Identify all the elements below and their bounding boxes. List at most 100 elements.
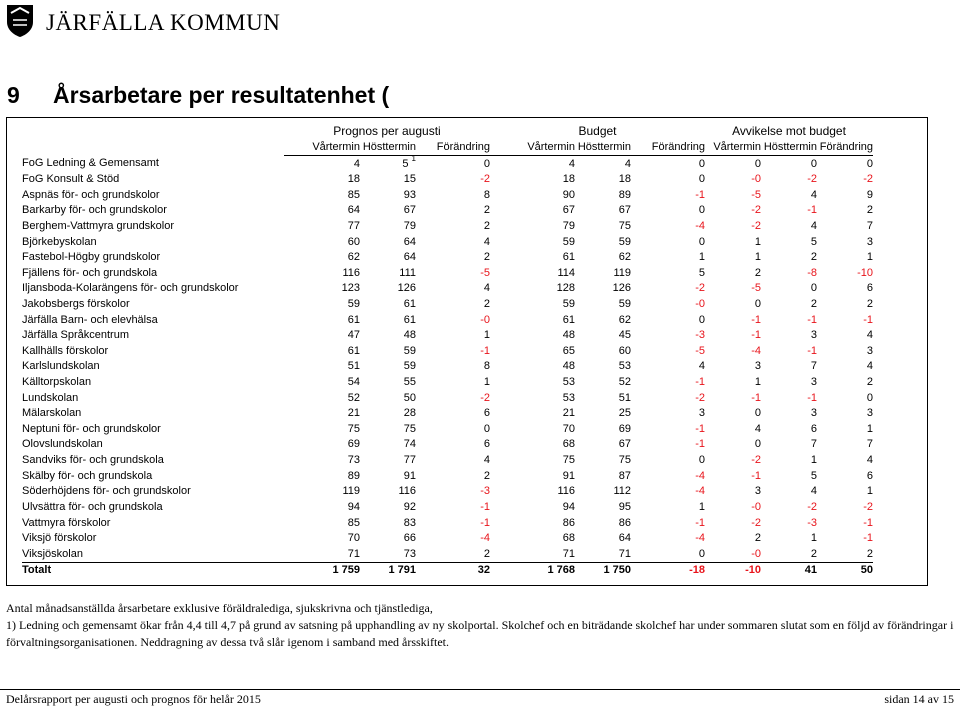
- value-cell: -1: [761, 312, 817, 328]
- value-cell: -5: [416, 265, 490, 281]
- cell-value: 4: [483, 235, 490, 248]
- cell-value: 7: [810, 438, 817, 451]
- value-cell: 2: [416, 297, 490, 313]
- cell-value: 86: [618, 516, 631, 529]
- cell-value: 50: [403, 391, 416, 404]
- value-cell: 6: [761, 422, 817, 438]
- cell-value: 1: [810, 454, 817, 467]
- cell-value: 2: [483, 219, 490, 232]
- value-cell: 1: [631, 250, 705, 266]
- value-cell: 7: [761, 359, 817, 375]
- value-cell: -1: [761, 390, 817, 406]
- cell-value: 69: [347, 438, 360, 451]
- value-cell: -0: [705, 172, 761, 188]
- unit-name: Neptuni för- och grundskolor: [22, 422, 161, 435]
- cell-value: 75: [347, 422, 360, 435]
- cell-value: 3: [754, 360, 761, 373]
- value-cell: 0: [761, 156, 817, 172]
- table-row: Aspnäs för- och grundskolor 85 93 8 90 89 -1 -5…: [22, 187, 873, 203]
- cell-value: -1: [807, 344, 817, 357]
- cell-value: -1: [863, 313, 873, 326]
- cell-value: 0: [754, 157, 761, 170]
- cell-value: 77: [403, 454, 416, 467]
- cell-value: 5: [810, 235, 817, 248]
- column-header: Förändring: [416, 139, 490, 157]
- value-cell: 0: [631, 203, 705, 219]
- unit-name: Järfälla Språkcentrum: [22, 329, 129, 342]
- value-cell: 2: [817, 375, 873, 391]
- cell-value: 48: [562, 360, 575, 373]
- cell-value: 0: [754, 298, 761, 310]
- value-cell: 86: [575, 515, 631, 531]
- value-cell: 45: [575, 328, 631, 344]
- value-cell: 77: [360, 453, 416, 469]
- value-cell: 2: [761, 297, 817, 313]
- value-cell: 21: [490, 406, 575, 422]
- value-cell: 64: [575, 531, 631, 547]
- cell-value: 60: [347, 235, 360, 248]
- cell-value: 1: [866, 422, 873, 435]
- cell-value: 62: [618, 313, 631, 326]
- municipal-crest-logo: [7, 5, 33, 37]
- cell-value: -1: [695, 376, 705, 389]
- total-row: Totalt 1 759 1 791 32 1 768 1 750 -18 -10 41 50: [22, 562, 873, 579]
- cell-value: -1: [751, 329, 761, 342]
- value-cell: 68: [490, 437, 575, 453]
- table-row: Ulvsättra för- och grundskola 94 92 -1 94 95 1…: [22, 500, 873, 516]
- cell-value: 70: [562, 422, 575, 435]
- column-header: Vårtermin: [490, 139, 575, 157]
- value-cell: -1: [705, 312, 761, 328]
- unit-name: Vattmyra förskolor: [22, 516, 111, 529]
- footnote-marker: 1: [411, 153, 416, 163]
- value-cell: 59: [360, 359, 416, 375]
- cell-value: 0: [698, 204, 705, 217]
- cell-value: 68: [562, 438, 575, 451]
- value-cell: 2: [416, 219, 490, 235]
- cell-value: -4: [695, 219, 705, 232]
- cell-value: 75: [618, 454, 631, 467]
- cell-value: 92: [403, 500, 416, 513]
- cell-value: 1: [483, 329, 490, 342]
- value-cell: 4: [575, 156, 631, 172]
- value-cell: 67: [575, 203, 631, 219]
- value-cell: 61: [490, 250, 575, 266]
- cell-value: 4: [866, 329, 873, 342]
- value-cell: -1: [817, 531, 873, 547]
- value-cell: -0: [631, 297, 705, 313]
- value-cell: 51: [575, 390, 631, 406]
- value-cell: 6: [416, 437, 490, 453]
- value-cell: 52: [575, 375, 631, 391]
- value-cell: 7: [817, 219, 873, 235]
- value-cell: 71: [284, 546, 360, 562]
- value-cell: 48: [490, 359, 575, 375]
- value-cell: 25: [575, 406, 631, 422]
- value-cell: 55: [360, 375, 416, 391]
- value-cell: 21: [284, 406, 360, 422]
- cell-value: 75: [562, 454, 575, 467]
- cell-value: 0: [698, 547, 705, 560]
- value-cell: 85: [284, 187, 360, 203]
- value-cell: 28: [360, 406, 416, 422]
- column-header: Förändring: [817, 139, 873, 157]
- cell-value: 52: [618, 376, 631, 389]
- cell-value: -1: [863, 516, 873, 529]
- cell-value: 0: [483, 157, 490, 170]
- unit-name: Jakobsbergs förskolor: [22, 298, 130, 310]
- cell-value: 61: [403, 298, 416, 310]
- cell-value: 8: [483, 360, 490, 373]
- value-cell: 1: [631, 500, 705, 516]
- cell-value: 1: [754, 235, 761, 248]
- value-cell: 47: [284, 328, 360, 344]
- value-cell: 60: [575, 344, 631, 360]
- value-cell: 53: [490, 375, 575, 391]
- value-cell: -1: [631, 422, 705, 438]
- cell-value: 2: [866, 204, 873, 217]
- cell-value: 45: [618, 329, 631, 342]
- table-row: Kallhälls förskolor 61 59 -1 65 60 -5 -4 -1 3: [22, 344, 873, 360]
- cell-value: -4: [695, 469, 705, 482]
- value-cell: 75: [360, 422, 416, 438]
- cell-value: 86: [562, 516, 575, 529]
- table-row: Fjällens för- och grundskola 116 111 -5 114 1…: [22, 265, 873, 281]
- value-cell: 0: [705, 297, 761, 313]
- cell-value: 6: [483, 438, 490, 451]
